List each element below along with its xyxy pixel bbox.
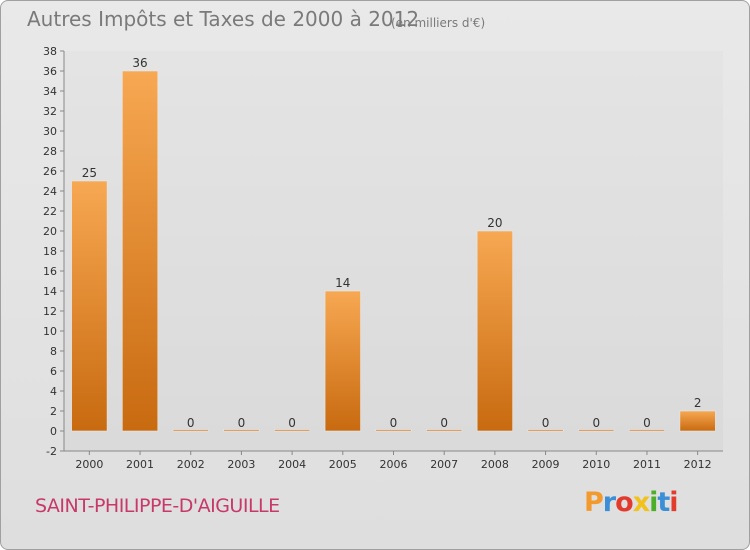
x-tick-label: 2012 bbox=[684, 458, 712, 471]
y-tick-label: -2 bbox=[46, 445, 57, 458]
commune-name: SAINT-PHILIPPE-D'AIGUILLE bbox=[35, 495, 280, 517]
axes: -202468101214161820222426283032343638200… bbox=[43, 45, 723, 471]
data-label: 0 bbox=[187, 416, 195, 430]
x-tick-label: 2002 bbox=[177, 458, 205, 471]
y-tick-label: 6 bbox=[50, 365, 57, 378]
y-tick-label: 20 bbox=[43, 225, 57, 238]
data-label: 0 bbox=[238, 416, 246, 430]
y-tick-label: 38 bbox=[43, 45, 57, 58]
y-tick-label: 18 bbox=[43, 245, 57, 258]
data-label: 0 bbox=[542, 416, 550, 430]
y-tick-label: 30 bbox=[43, 125, 57, 138]
y-tick-label: 4 bbox=[50, 385, 57, 398]
data-labels: 25 36 0 0 0 14 0 0 20 0 0 0 2 bbox=[82, 56, 702, 430]
x-tick-label: 2010 bbox=[582, 458, 610, 471]
data-label: 0 bbox=[643, 416, 651, 430]
x-tick-label: 2008 bbox=[481, 458, 509, 471]
bar bbox=[172, 429, 209, 432]
x-tick-label: 2005 bbox=[329, 458, 357, 471]
bar bbox=[527, 429, 564, 432]
x-tick-label: 2004 bbox=[278, 458, 306, 471]
data-label: 0 bbox=[592, 416, 600, 430]
y-tick-label: 14 bbox=[43, 285, 57, 298]
y-tick-label: 34 bbox=[43, 85, 57, 98]
y-tick-label: 0 bbox=[50, 425, 57, 438]
logo-letter: i bbox=[669, 487, 678, 518]
y-tick-label: 22 bbox=[43, 205, 57, 218]
data-label: 14 bbox=[335, 276, 350, 290]
y-tick-label: 26 bbox=[43, 165, 57, 178]
x-tick-label: 2001 bbox=[126, 458, 154, 471]
logo-letter: r bbox=[602, 487, 616, 518]
bar bbox=[324, 290, 361, 432]
data-label: 0 bbox=[390, 416, 398, 430]
bar bbox=[121, 70, 159, 432]
y-tick-label: 12 bbox=[43, 305, 57, 318]
data-label: 0 bbox=[288, 416, 296, 430]
y-tick-label: 28 bbox=[43, 145, 57, 158]
bar bbox=[223, 429, 260, 432]
bar bbox=[578, 429, 615, 432]
data-label: 25 bbox=[82, 166, 97, 180]
y-tick-label: 10 bbox=[43, 325, 57, 338]
y-tick-label: 8 bbox=[50, 345, 57, 358]
logo-letter: o bbox=[615, 487, 634, 518]
bar bbox=[274, 429, 311, 432]
y-tick-label: 24 bbox=[43, 185, 57, 198]
y-tick-label: 16 bbox=[43, 265, 57, 278]
bar bbox=[71, 180, 108, 432]
logo-letter: i bbox=[649, 487, 658, 518]
y-tick-label: 2 bbox=[50, 405, 57, 418]
data-label: 0 bbox=[440, 416, 448, 430]
bar bbox=[679, 410, 716, 432]
bar bbox=[476, 230, 513, 432]
logo-letter: t bbox=[657, 487, 670, 518]
x-tick-label: 2003 bbox=[227, 458, 255, 471]
x-tick-label: 2006 bbox=[380, 458, 408, 471]
x-tick-label: 2000 bbox=[75, 458, 103, 471]
x-tick-label: 2007 bbox=[430, 458, 458, 471]
proxiti-logo[interactable]: Proxiti bbox=[584, 487, 679, 518]
logo-letter: x bbox=[632, 487, 650, 518]
logo-letter: P bbox=[584, 487, 604, 518]
bar bbox=[375, 429, 412, 432]
y-tick-label: 36 bbox=[43, 65, 57, 78]
plot-area bbox=[64, 51, 723, 451]
chart-title: Autres Impôts et Taxes de 2000 à 2012 bbox=[27, 7, 420, 31]
data-label: 20 bbox=[487, 216, 502, 230]
chart-subtitle: (en milliers d'€) bbox=[391, 16, 486, 30]
bars bbox=[71, 70, 716, 432]
data-label: 36 bbox=[132, 56, 147, 70]
data-label: 2 bbox=[694, 396, 702, 410]
x-tick-label: 2011 bbox=[633, 458, 661, 471]
bar bbox=[426, 429, 463, 432]
bar bbox=[628, 429, 666, 432]
y-tick-label: 32 bbox=[43, 105, 57, 118]
x-tick-label: 2009 bbox=[532, 458, 560, 471]
